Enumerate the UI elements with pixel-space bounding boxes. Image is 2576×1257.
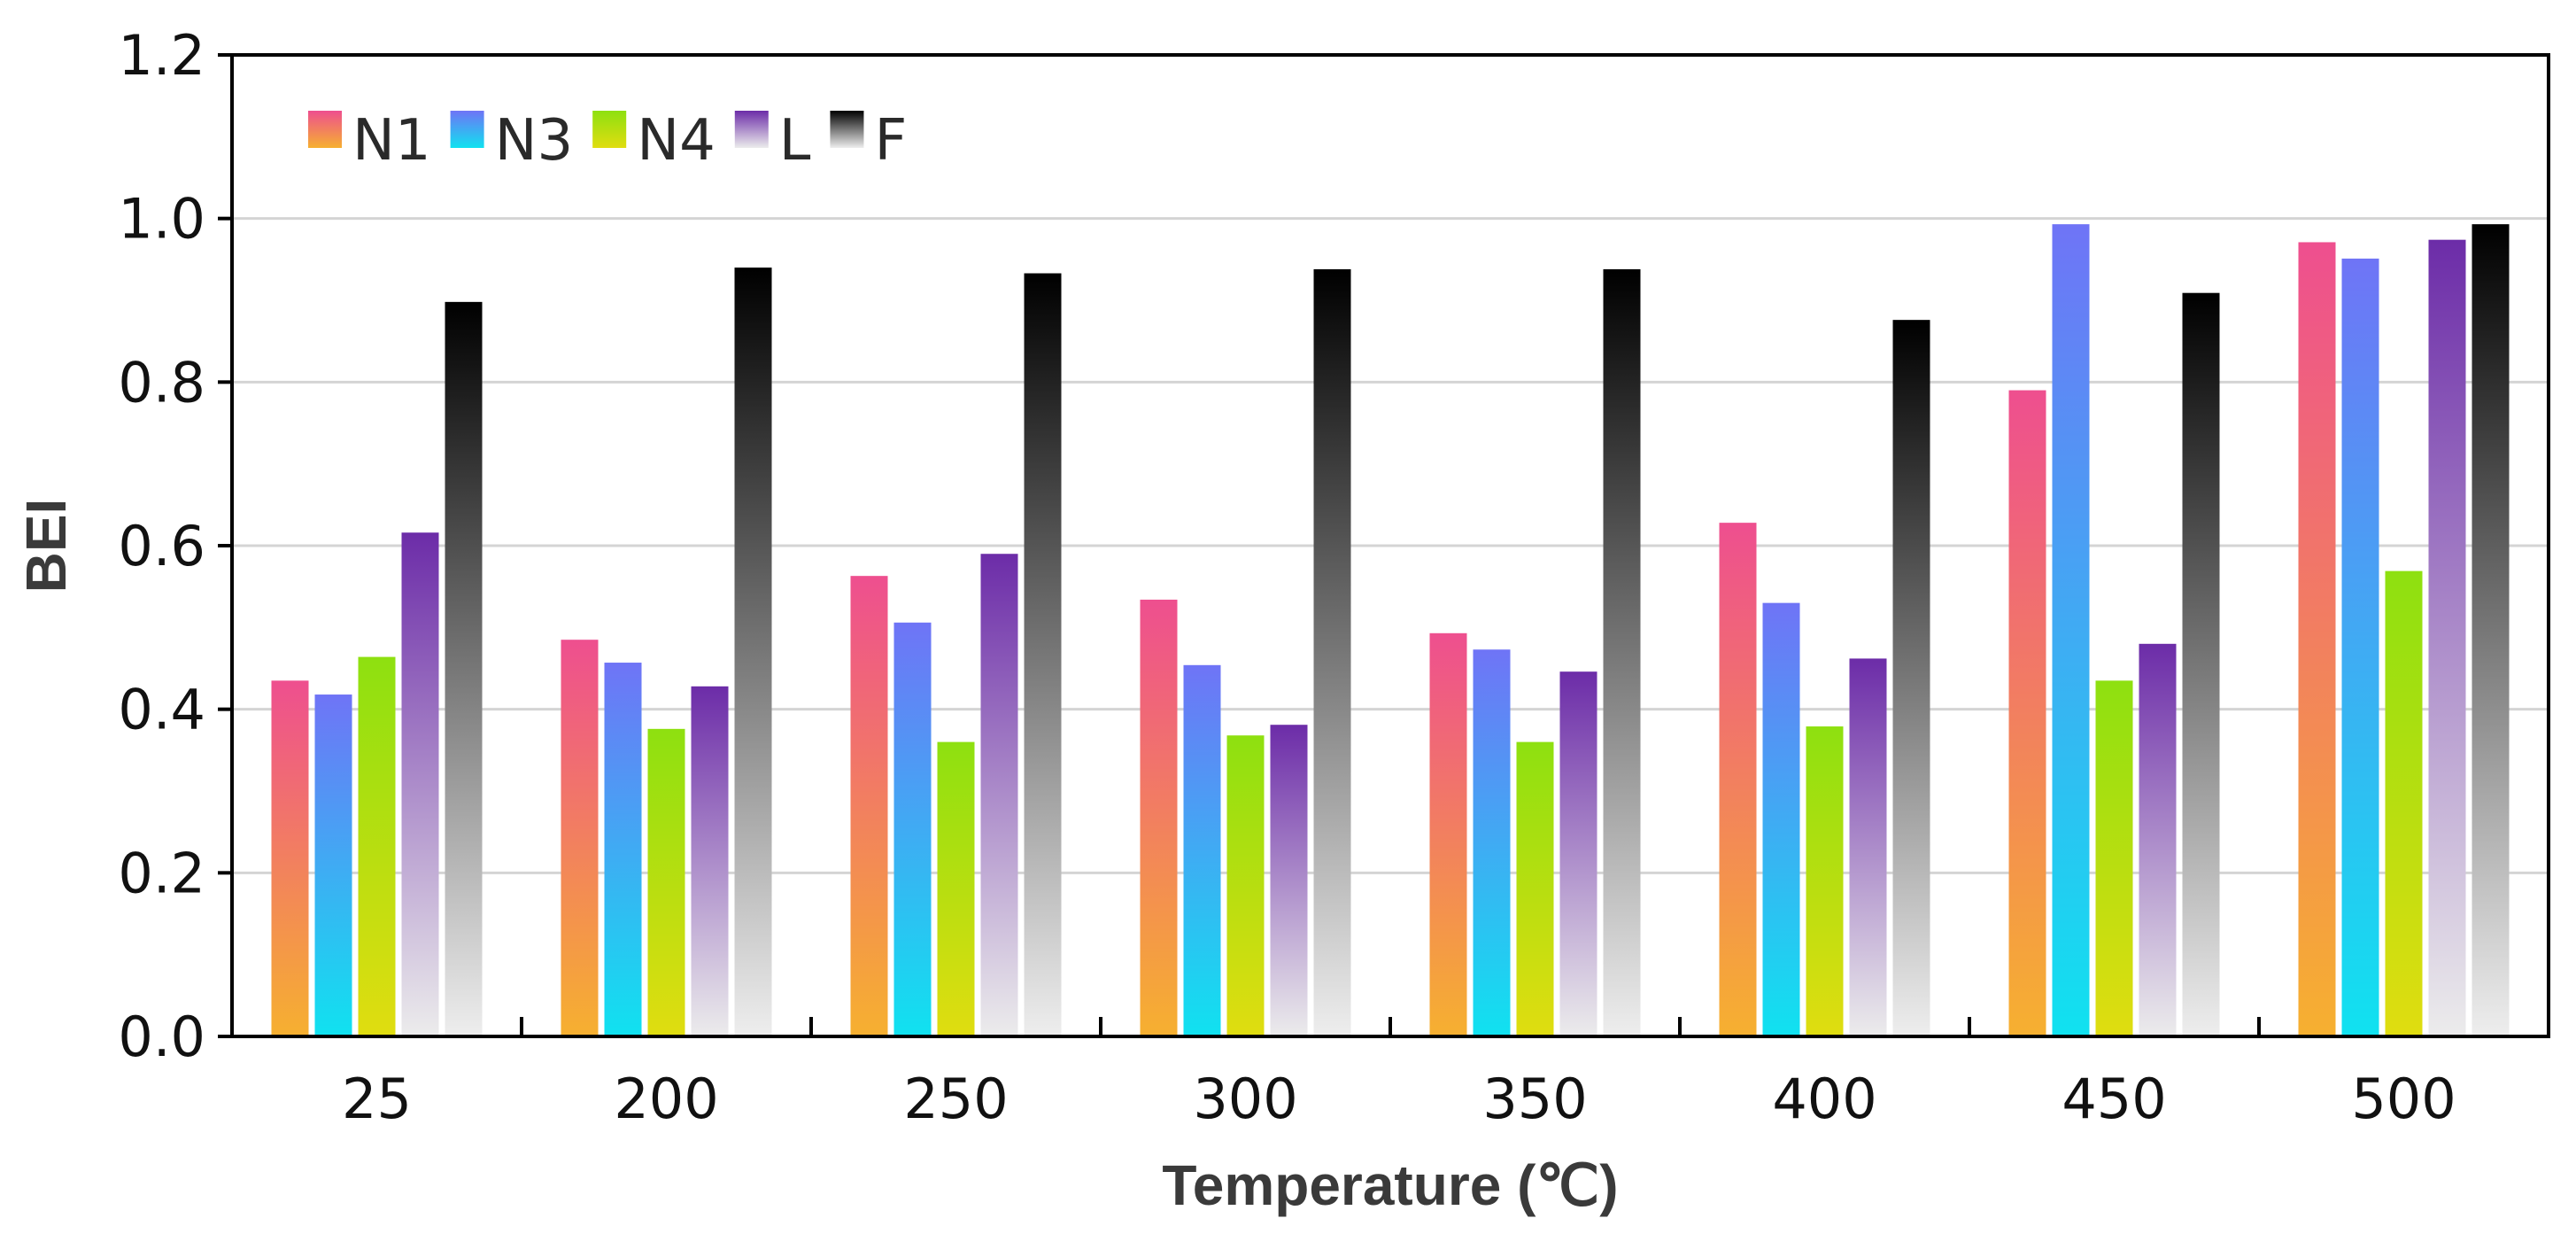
x-tick-label: 300 (1193, 1067, 1297, 1131)
y-tick-label: 0.4 (118, 678, 205, 742)
x-tick-label: 200 (614, 1067, 718, 1131)
x-tick-label: 250 (903, 1067, 1008, 1131)
bar-l-200 (691, 686, 729, 1036)
y-tick-label: 0.8 (118, 350, 205, 415)
x-tick-label: 25 (342, 1067, 412, 1131)
bar-n4-300 (1226, 735, 1265, 1036)
y-tick-label: 0.6 (118, 514, 205, 578)
bar-l-250 (980, 554, 1018, 1036)
legend-swatch-n1 (308, 111, 342, 148)
bar-f-25 (445, 301, 483, 1036)
bar-n3-500 (2341, 258, 2379, 1036)
bar-n4-450 (2095, 680, 2133, 1036)
bar-n4-350 (1516, 741, 1554, 1036)
legend-swatch-f (830, 111, 864, 148)
bar-n1-200 (561, 640, 599, 1036)
bar-f-500 (2472, 224, 2510, 1036)
bars (271, 224, 2510, 1037)
legend-swatch-l (734, 111, 769, 148)
bar-f-200 (734, 268, 772, 1037)
x-tick-label: 400 (1772, 1067, 1876, 1131)
legend-label-n1: N1 (352, 108, 431, 174)
x-tick-label: 350 (1482, 1067, 1587, 1131)
bar-n4-250 (937, 741, 975, 1036)
bar-f-400 (1892, 320, 1930, 1036)
bar-f-250 (1024, 273, 1062, 1036)
y-tick-label: 0.0 (118, 1005, 205, 1069)
bar-n1-300 (1140, 599, 1178, 1036)
bar-n1-250 (850, 576, 888, 1036)
bar-l-25 (401, 532, 439, 1036)
bar-n4-200 (647, 728, 685, 1036)
bar-n4-25 (358, 656, 396, 1036)
bar-f-450 (2182, 292, 2220, 1036)
y-tick-label: 1.2 (118, 23, 205, 88)
y-tick-label: 0.2 (118, 841, 205, 905)
legend-swatch-n3 (450, 111, 484, 148)
legend-label-n3: N3 (495, 108, 574, 174)
legend-label-f: F (874, 108, 907, 174)
legend-label-l: L (779, 108, 811, 174)
bar-n4-500 (2385, 570, 2423, 1036)
y-tick-label: 1.0 (118, 187, 205, 252)
bar-n3-400 (1762, 602, 1800, 1036)
x-tick-label: 450 (2062, 1067, 2166, 1131)
bar-n1-450 (2008, 390, 2046, 1037)
bar-n3-25 (314, 694, 352, 1036)
bar-l-400 (1849, 658, 1887, 1036)
legend-swatch-n4 (592, 111, 627, 148)
x-tick-label: 500 (2351, 1067, 2456, 1131)
bar-f-300 (1313, 268, 1351, 1036)
bar-l-350 (1559, 671, 1597, 1036)
bar-n3-450 (2052, 224, 2090, 1036)
x-axis-title: Temperature (℃) (1162, 1153, 1618, 1217)
legend: N1 N3 N4 L F (308, 108, 907, 174)
bar-n3-350 (1473, 649, 1511, 1036)
bar-n1-25 (271, 680, 309, 1036)
bar-l-450 (2139, 643, 2177, 1036)
bar-n1-500 (2298, 242, 2336, 1036)
bar-n1-400 (1719, 523, 1757, 1036)
bar-n3-200 (604, 663, 642, 1036)
y-axis-title: BEI (14, 499, 78, 594)
bar-n4-400 (1806, 726, 1844, 1036)
axis-ticks: 0.0 0.2 0.4 0.6 0.8 1.0 1.2 25 200 250 300 350 400 45… (118, 23, 2456, 1131)
bar-n3-250 (893, 622, 932, 1036)
bar-n3-300 (1183, 664, 1221, 1036)
bar-l-500 (2428, 239, 2466, 1036)
legend-label-n4: N4 (637, 108, 716, 174)
bar-l-300 (1270, 725, 1308, 1036)
bar-f-350 (1603, 268, 1641, 1036)
bar-n1-350 (1429, 632, 1467, 1036)
